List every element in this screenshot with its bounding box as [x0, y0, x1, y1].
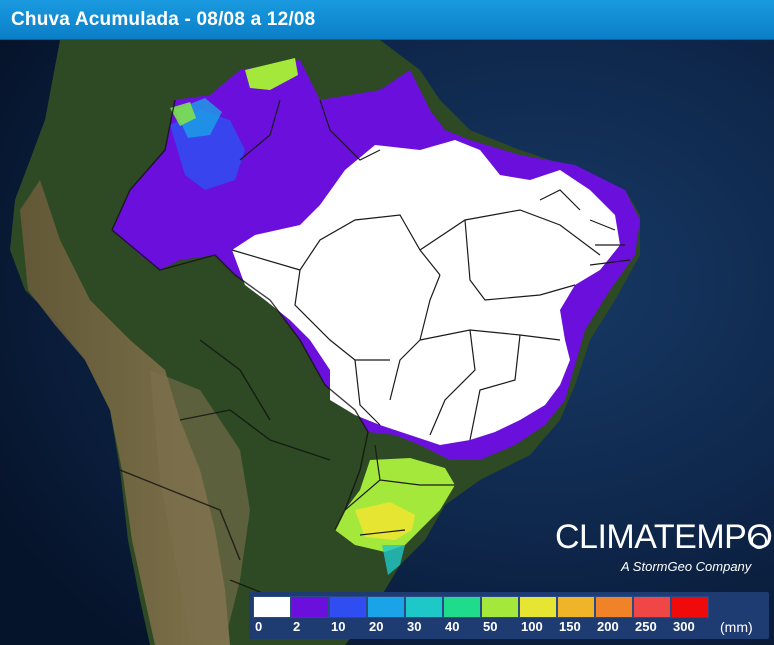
- brand-name: CLIMATEMPO: [555, 518, 773, 556]
- header-bar: Chuva Acumulada - 08/08 a 12/08: [0, 0, 774, 40]
- legend-swatch: [291, 596, 329, 618]
- legend-label: 30: [407, 619, 422, 634]
- legend-swatch: [671, 596, 709, 618]
- legend-label: 20: [369, 619, 384, 634]
- legend-unit: (mm): [720, 619, 753, 635]
- legend-swatch: [633, 596, 671, 618]
- legend-swatch: [405, 596, 443, 618]
- legend-swatch: [595, 596, 633, 618]
- legend-label: 40: [445, 619, 460, 634]
- precipitation-legend: 0 2 10 20 30 40 50 100 150 200 250 300 (mm): [249, 592, 769, 639]
- legend-swatches: [253, 596, 709, 618]
- rain-area-green-nw: [170, 102, 196, 126]
- legend-label: 250: [635, 619, 657, 634]
- state-borders: [231, 99, 631, 536]
- dry-area: [232, 140, 620, 445]
- legend-label: 2: [293, 619, 301, 634]
- legend-label: 10: [331, 619, 346, 634]
- rainfall-map: [0, 40, 774, 645]
- legend-label: 50: [483, 619, 498, 634]
- legend-swatch: [253, 596, 291, 618]
- legend-label: 100: [521, 619, 543, 634]
- climatempo-logo: CLIMATEMPO A StormGeo Company: [555, 517, 773, 581]
- legend-swatch: [481, 596, 519, 618]
- brand-logo-ring-icon: [751, 533, 767, 549]
- legend-label: 300: [673, 619, 695, 634]
- arid-plateau: [150, 370, 250, 640]
- legend-label: 0: [255, 619, 263, 634]
- legend-swatch: [519, 596, 557, 618]
- map-title: Chuva Acumulada - 08/08 a 12/08: [11, 9, 316, 30]
- legend-swatch: [367, 596, 405, 618]
- legend-swatch: [443, 596, 481, 618]
- legend-label: 150: [559, 619, 581, 634]
- legend-label: 200: [597, 619, 619, 634]
- country-borders: [111, 99, 369, 601]
- rain-area-green-north: [245, 58, 298, 90]
- brand-tagline: A StormGeo Company: [621, 559, 752, 574]
- legend-swatch: [557, 596, 595, 618]
- legend-swatch: [329, 596, 367, 618]
- rain-area-south-cyan: [382, 545, 405, 575]
- map-canvas: [0, 40, 774, 645]
